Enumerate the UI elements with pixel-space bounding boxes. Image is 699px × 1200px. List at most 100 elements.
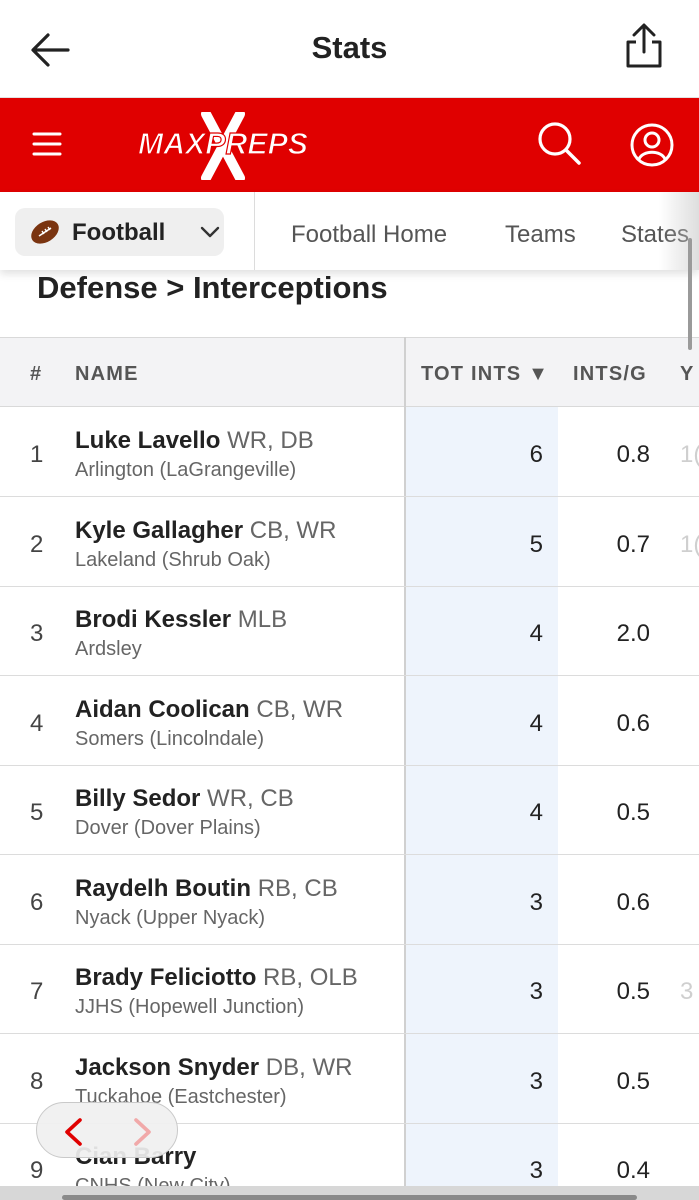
- ints-per-game-value: 2.0: [616, 620, 650, 647]
- player-name[interactable]: Aidan Coolican: [75, 695, 250, 723]
- ints-per-game-value: 0.5: [616, 799, 650, 826]
- app-top-bar: Stats: [0, 0, 699, 98]
- player-school[interactable]: Arlington (LaGrangeville): [75, 459, 297, 481]
- column-header-tot-ints[interactable]: TOT INTS ▼: [421, 363, 550, 385]
- table-row[interactable]: 6 Raydelh Boutin RB, CB Nyack (Upper Nyack…: [0, 855, 699, 945]
- player-name-line[interactable]: Billy Sedor WR, CB: [75, 785, 294, 813]
- player-name-line[interactable]: Aidan Coolican CB, WR: [75, 696, 343, 724]
- football-icon: [31, 220, 59, 244]
- tot-ints-value: 3: [529, 1157, 543, 1184]
- share-icon[interactable]: [622, 22, 666, 70]
- player-school[interactable]: Dover (Dover Plains): [75, 817, 261, 839]
- column-header-ints-per-game[interactable]: INTS/G: [573, 363, 647, 385]
- player-positions: CB, WR: [256, 695, 344, 723]
- table-row[interactable]: 1 Luke Lavello WR, DB Arlington (LaGrangev…: [0, 407, 699, 497]
- table-row[interactable]: 3 Brodi Kessler MLB Ardsley 4 2.0: [0, 586, 699, 676]
- tot-ints-value: 4: [529, 620, 543, 647]
- account-icon[interactable]: [629, 122, 675, 168]
- player-rank: 3: [30, 620, 44, 647]
- ints-per-game-value: 0.8: [616, 441, 650, 468]
- page-title: Stats: [311, 30, 388, 65]
- column-header-yds-partial[interactable]: Y: [680, 363, 695, 385]
- frozen-column-divider: [404, 337, 406, 1199]
- ints-per-game-value: 0.7: [616, 530, 650, 558]
- player-name[interactable]: Kyle Gallagher: [75, 516, 244, 544]
- scrollbar-thumb[interactable]: [688, 238, 692, 350]
- player-name-line[interactable]: Luke Lavello WR, DB: [75, 427, 314, 455]
- player-positions: DB, WR: [265, 1053, 353, 1081]
- ints-per-game-value: 0.4: [616, 1157, 650, 1184]
- nav-link-teams[interactable]: Teams: [505, 221, 576, 248]
- player-rank: 4: [30, 709, 44, 737]
- player-positions: WR, DB: [227, 427, 314, 454]
- player-rank: 2: [30, 530, 44, 558]
- column-header-rank: #: [30, 363, 43, 385]
- tot-ints-value: 3: [529, 1067, 543, 1095]
- table-row[interactable]: 4 Aidan Coolican CB, WR Somers (Lincolndal…: [0, 676, 699, 766]
- tot-ints-value: 3: [529, 978, 543, 1005]
- player-positions: RB, OLB: [263, 964, 358, 991]
- ints-per-game-value: 0.6: [616, 709, 650, 737]
- yds-partial-value: 3: [680, 978, 694, 1005]
- tot-ints-value: 3: [529, 888, 543, 916]
- player-name-line[interactable]: Kyle Gallagher CB, WR: [75, 517, 336, 545]
- search-icon[interactable]: [536, 120, 582, 166]
- subnav-scroll-fade: [659, 192, 699, 270]
- player-school[interactable]: Nyack (Upper Nyack): [75, 906, 266, 929]
- chevron-right-icon[interactable]: [131, 1117, 155, 1147]
- player-school[interactable]: JJHS (Hopewell Junction): [75, 996, 304, 1018]
- player-name-line[interactable]: Brady Feliciotto RB, OLB: [75, 964, 358, 992]
- player-name[interactable]: Luke Lavello: [75, 427, 221, 454]
- sport-selector-label: Football: [72, 219, 166, 246]
- player-rank: 1: [30, 441, 44, 468]
- player-school[interactable]: Somers (Lincolndale): [75, 727, 264, 750]
- ints-per-game-value: 0.5: [616, 978, 650, 1005]
- table-row[interactable]: 2 Kyle Gallagher CB, WR Lakeland (Shrub Oa…: [0, 497, 699, 587]
- player-rank: 8: [30, 1067, 44, 1095]
- sorted-column-highlight: [406, 337, 558, 1199]
- tot-ints-value: 5: [529, 530, 543, 558]
- player-rank: 6: [30, 888, 44, 916]
- sport-subnav: Football Football Home Teams States: [0, 192, 699, 270]
- back-arrow-icon[interactable]: [28, 30, 72, 70]
- svg-text:MAXPREPS: MAXPREPS: [138, 126, 308, 161]
- brand-bar: MAXPREPS: [0, 98, 699, 192]
- player-school[interactable]: Ardsley: [75, 638, 142, 660]
- player-rank: 5: [30, 799, 44, 826]
- subnav-divider: [254, 192, 255, 270]
- player-positions: MLB: [237, 606, 288, 633]
- maxpreps-logo[interactable]: MAXPREPS: [136, 112, 310, 180]
- player-name-line[interactable]: Brodi Kessler MLB: [75, 606, 287, 634]
- yds-partial-value: 1(: [680, 441, 699, 468]
- player-name-line[interactable]: Raydelh Boutin RB, CB: [75, 875, 338, 903]
- player-name[interactable]: Brady Feliciotto: [75, 964, 257, 991]
- ints-per-game-value: 0.6: [616, 888, 650, 916]
- table-row[interactable]: 8 Jackson Snyder DB, WR Tuckahoe (Eastches…: [0, 1034, 699, 1124]
- tot-ints-value: 6: [529, 441, 543, 468]
- player-name-line[interactable]: Jackson Snyder DB, WR: [75, 1054, 352, 1082]
- hamburger-menu-icon[interactable]: [32, 130, 62, 158]
- table-row[interactable]: 7 Brady Feliciotto RB, OLB JJHS (Hopewell …: [0, 944, 699, 1034]
- chevron-left-icon[interactable]: [61, 1117, 85, 1147]
- stat-category-title: Defense > Interceptions: [37, 270, 388, 305]
- player-school[interactable]: Lakeland (Shrub Oak): [75, 548, 271, 571]
- sport-selector[interactable]: Football: [15, 208, 224, 256]
- chevron-down-icon: [200, 226, 220, 238]
- ints-per-game-value: 0.5: [616, 1067, 650, 1095]
- player-positions: WR, CB: [207, 785, 294, 812]
- nav-link-football-home[interactable]: Football Home: [291, 221, 448, 248]
- stats-table: # NAME TOT INTS ▼ INTS/G Y 1 Luke Lavello…: [0, 337, 699, 1199]
- player-name[interactable]: Billy Sedor: [75, 785, 201, 812]
- player-rank: 9: [30, 1157, 44, 1184]
- home-indicator[interactable]: [62, 1195, 637, 1200]
- table-header: # NAME TOT INTS ▼ INTS/G Y: [0, 337, 699, 407]
- column-header-name[interactable]: NAME: [75, 363, 139, 385]
- table-row[interactable]: 5 Billy Sedor WR, CB Dover (Dover Plains) 4…: [0, 765, 699, 855]
- player-positions: RB, CB: [257, 874, 338, 902]
- player-name[interactable]: Brodi Kessler: [75, 606, 232, 633]
- player-name[interactable]: Jackson Snyder: [75, 1053, 260, 1081]
- player-positions: CB, WR: [249, 516, 337, 544]
- page-navigation-control: [36, 1102, 178, 1158]
- player-rank: 7: [30, 978, 44, 1005]
- player-name[interactable]: Raydelh Boutin: [75, 874, 252, 902]
